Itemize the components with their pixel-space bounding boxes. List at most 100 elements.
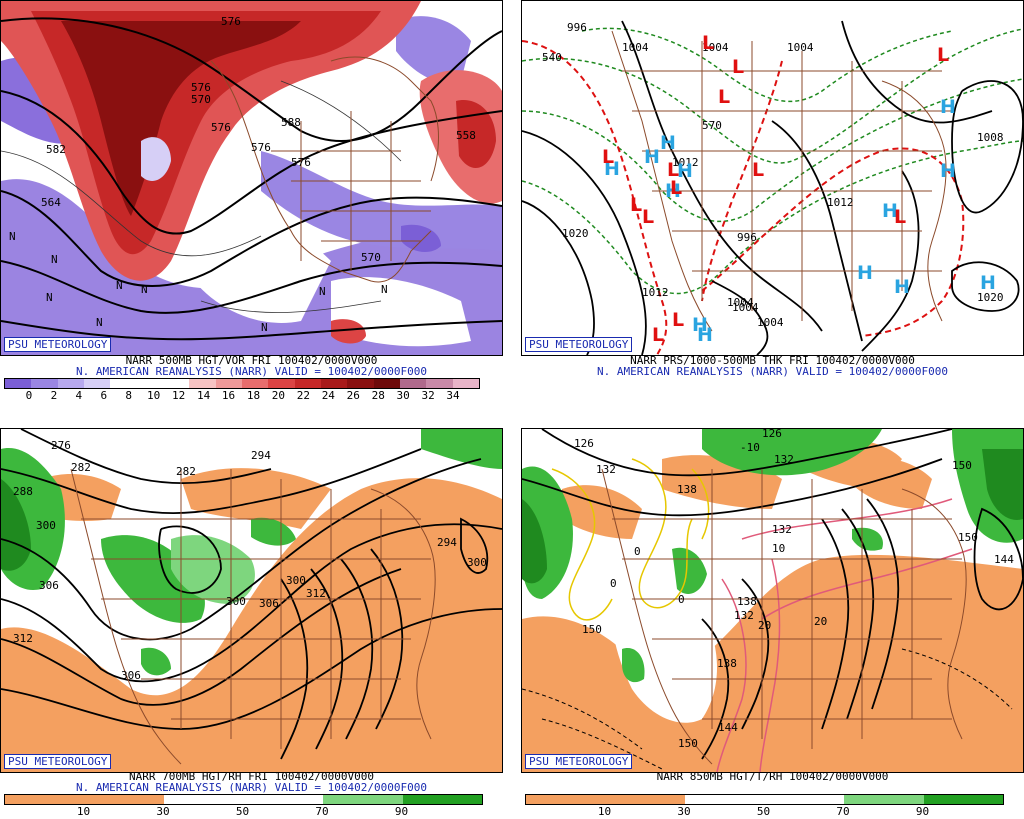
vorticity-n-mark: N [96, 316, 103, 329]
vorticity-n-mark: N [9, 230, 16, 243]
panel-caption-product: NARR 700MB HGT/RH FRI 100402/0000V000 [128, 770, 375, 783]
height-contour-label: 558 [456, 129, 476, 142]
temperature-contour-label: 0 [678, 593, 685, 606]
height-contour-label: 306 [259, 597, 279, 610]
colorbar-tick-label: 10 [76, 805, 91, 818]
isobar-label: 1012 [642, 286, 669, 299]
colorbar-tick-label: 30 [396, 389, 410, 402]
height-contour-label: 132 [774, 453, 794, 466]
colorbar-tick-label: 12 [172, 389, 186, 402]
colorbar-tick-label: 90 [915, 805, 930, 818]
height-contour-label: 138 [677, 483, 697, 496]
colorbar-swatch [685, 795, 766, 804]
colorbar-swatch [163, 379, 191, 388]
colorbar-tick-label: 24 [321, 389, 335, 402]
high-pressure-symbol: H [882, 200, 898, 222]
height-contour-label: 150 [958, 531, 978, 544]
height-contour-label: 582 [46, 143, 66, 156]
height-contour-label: 282 [176, 465, 196, 478]
low-pressure-symbol: L [630, 194, 642, 216]
colorbar-swatch [373, 379, 401, 388]
high-pressure-symbol: H [857, 262, 873, 284]
colorbar-swatch [243, 795, 324, 804]
low-pressure-symbol: L [702, 32, 714, 54]
low-pressure-symbol: L [667, 159, 679, 181]
temperature-contour-label: 20 [758, 619, 771, 632]
psu-meteorology-badge: PSU METEOROLOGY [4, 337, 112, 352]
colorbar-swatch [215, 379, 243, 388]
colorbar-swatch [31, 379, 59, 388]
high-pressure-symbol: H [692, 314, 708, 336]
low-pressure-symbol: L [642, 206, 654, 228]
height-contour-label: 132 [772, 523, 792, 536]
colorbar-tick-label: 16 [221, 389, 236, 402]
height-contour-label: 126 [762, 429, 782, 440]
isobar-label: 1004 [787, 41, 814, 54]
vorticity-colorbar [4, 378, 480, 389]
colorbar-tick-label: 50 [235, 805, 250, 818]
colorbar-swatch [136, 379, 164, 388]
panel-caption-product: NARR 850MB HGT/T/RH 100402/0000V000 [656, 770, 889, 783]
low-pressure-symbol: L [672, 309, 684, 331]
height-contour-label: 132 [596, 463, 616, 476]
psu-meteorology-badge: PSU METEOROLOGY [525, 754, 633, 769]
colorbar-tick-label: 20 [271, 389, 286, 402]
height-contour-label: 150 [582, 623, 602, 636]
isobar-label: 996 [567, 21, 587, 34]
psu-meteorology-badge: PSU METEOROLOGY [4, 754, 112, 769]
temperature-contour-label: 0 [634, 545, 641, 558]
colorbar-swatch [844, 795, 925, 804]
height-contour-label: 576 [251, 141, 271, 154]
isobar-label: 1004 [702, 41, 729, 54]
high-pressure-symbol: H [940, 96, 956, 118]
height-contour-label: 144 [718, 721, 738, 734]
panel-caption-valid: N. AMERICAN REANALYSIS (NARR) VALID = 10… [76, 781, 427, 794]
vorticity-n-mark: N [116, 279, 123, 292]
colorbar-tick-label: 30 [156, 805, 170, 818]
map-700mb-rh: 276 282 288 282 294 300 306 312 300 306 300 312 294 3… [0, 428, 503, 773]
isobar-label: 1004 [622, 41, 649, 54]
colorbar-swatch [5, 379, 33, 388]
colorbar-tick-label: 22 [296, 389, 310, 402]
high-pressure-symbol: H [644, 146, 660, 168]
colorbar-tick-label: 32 [421, 389, 435, 402]
isobar-label: 1004 [757, 316, 784, 329]
panel-caption-valid: N. AMERICAN REANALYSIS (NARR) VALID = 10… [76, 365, 427, 378]
height-contour-label: 570 [361, 251, 381, 264]
panel-pressure-thickness: 996 1004 1004 1004 1012 1020 996 1012 1004 1004 10… [521, 0, 1024, 405]
colorbar-swatch [400, 379, 428, 388]
colorbar-tick-label: 18 [246, 389, 261, 402]
low-pressure-symbol: L [732, 56, 744, 78]
high-pressure-symbol: H [980, 272, 996, 294]
colorbar-tick-label: 14 [196, 389, 211, 402]
height-contour-label: 306 [121, 669, 141, 682]
height-contour-label: 294 [251, 449, 271, 462]
low-pressure-symbol: L [670, 177, 682, 199]
isobar-label: 1012 [827, 196, 854, 209]
height-contour-label: 576 [291, 156, 311, 169]
low-pressure-symbol: L [652, 324, 664, 346]
height-contour-label: 144 [994, 553, 1014, 566]
vorticity-n-mark: N [51, 253, 58, 266]
map-850mb-temp-rh: 126 132 138 126 132 150 150 144 150 132 138 144 150 1… [521, 428, 1024, 773]
colorbar-swatch [242, 379, 270, 388]
height-contour-label: 132 [734, 609, 754, 622]
vorticity-n-mark: N [46, 291, 53, 304]
isobar-label: 1020 [562, 227, 589, 240]
temperature-contour-label: 10 [772, 542, 785, 555]
colorbar-tick-label: 34 [446, 389, 460, 402]
temperature-contour-label: 0 [610, 577, 617, 590]
colorbar-tick-label: 50 [756, 805, 771, 818]
panel-caption-valid: N. AMERICAN REANALYSIS (NARR) VALID = 10… [597, 365, 948, 378]
rh-colorbar [4, 794, 483, 805]
height-contour-label: 276 [51, 439, 71, 452]
colorbar-tick-label: 4 [75, 389, 83, 402]
low-pressure-symbol: L [752, 159, 764, 181]
colorbar-swatch [402, 795, 482, 804]
low-pressure-symbol: L [718, 86, 730, 108]
height-contour-label: 150 [952, 459, 972, 472]
map-pressure-thickness: 996 1004 1004 1004 1012 1020 996 1012 1004 1004 10… [521, 0, 1024, 356]
